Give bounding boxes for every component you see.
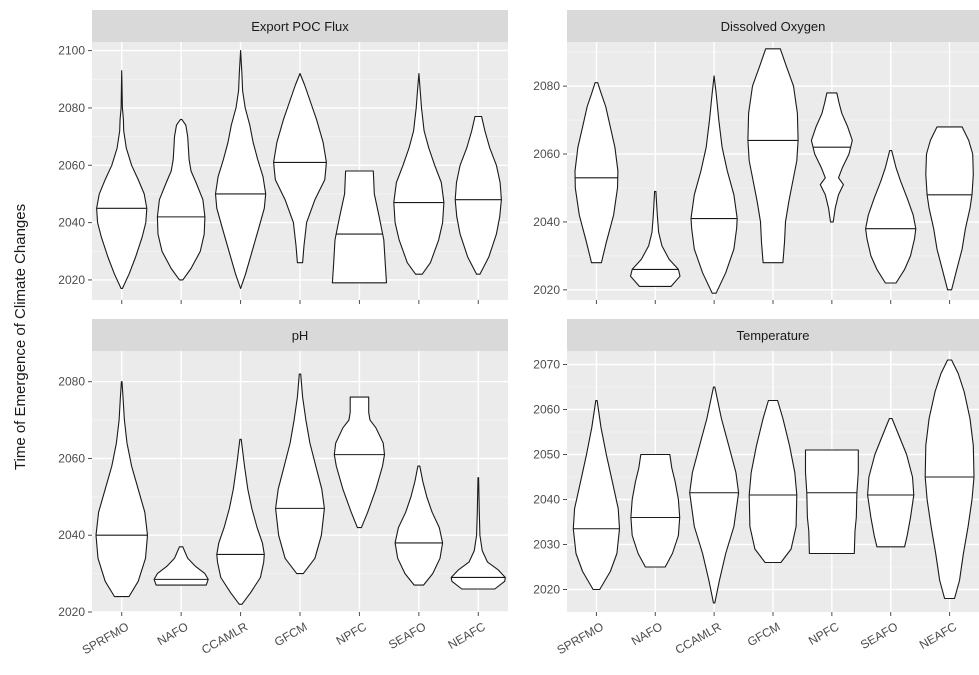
- violin-nafo: [156, 118, 206, 281]
- violin-seafo: [865, 150, 917, 284]
- violin-sprfmo: [96, 70, 148, 290]
- y-tick-label: 2060: [58, 451, 85, 465]
- violin-npfc: [333, 396, 386, 529]
- x-tick-label: NAFO: [629, 619, 665, 648]
- violin-gfcm: [747, 48, 799, 264]
- y-tick-label: 2060: [533, 147, 560, 161]
- facet-panel: pH 2020 2040 2060 2080 SPRFMO NAFO CCAMLR GFCM NP…: [58, 319, 508, 657]
- x-tick-label: SEAFO: [858, 619, 900, 651]
- x-tick-label: NAFO: [155, 619, 191, 648]
- x-tick-label: GFCM: [272, 619, 310, 649]
- y-tick-label: 2100: [58, 44, 85, 58]
- violin-sprfmo: [574, 82, 619, 264]
- y-tick-label: 2060: [58, 158, 85, 172]
- violin-neafc: [925, 126, 974, 291]
- violin-nafo: [629, 190, 681, 287]
- y-tick-label: 2060: [533, 403, 560, 417]
- facet-title: Temperature: [737, 328, 810, 343]
- x-tick-label: SPRFMO: [554, 619, 605, 657]
- violin-neafc: [450, 477, 506, 590]
- y-tick-label: 2020: [58, 605, 85, 619]
- x-tick-label: NPFC: [334, 619, 370, 648]
- x-tick-label: NPFC: [806, 619, 842, 648]
- x-tick-label: SEAFO: [386, 619, 428, 651]
- y-tick-label: 2050: [533, 448, 560, 462]
- violin-ccamlr: [689, 386, 740, 604]
- facet-title: Export POC Flux: [251, 19, 349, 34]
- y-tick-label: 2080: [58, 375, 85, 389]
- violin-group: [95, 373, 506, 605]
- y-tick-label: 2030: [533, 538, 560, 552]
- facet-title: pH: [292, 328, 309, 343]
- facet-title: Dissolved Oxygen: [721, 19, 826, 34]
- violin-group: [574, 48, 974, 294]
- x-tick-label: GFCM: [745, 619, 783, 649]
- x-tick-label: CCAMLR: [199, 619, 250, 657]
- facet-strip: [92, 319, 508, 351]
- violin-seafo: [393, 72, 445, 275]
- y-tick-label: 2020: [58, 273, 85, 287]
- facet-strip: [92, 10, 508, 42]
- violin-gfcm: [273, 72, 327, 264]
- violin-ccamlr: [214, 50, 267, 290]
- x-tick-label: NEAFC: [446, 619, 489, 652]
- violin-neafc: [454, 115, 502, 275]
- violin-npfc: [331, 170, 388, 284]
- y-tick-label: 2040: [58, 216, 85, 230]
- y-tick-label: 2040: [533, 493, 560, 507]
- violin-npfc: [804, 449, 859, 555]
- facet-strip: [567, 319, 979, 351]
- y-tick-label: 2070: [533, 358, 560, 372]
- violin-neafc: [924, 359, 975, 600]
- violin-ccamlr: [690, 75, 738, 294]
- violin-gfcm: [275, 373, 325, 575]
- x-tick-label: CCAMLR: [673, 619, 724, 657]
- x-tick-label: NEAFC: [917, 619, 960, 652]
- violin-nafo: [630, 453, 681, 568]
- y-axis-label: Time of Emergence of Climate Changes: [12, 204, 29, 470]
- y-tick-label: 2020: [533, 583, 560, 597]
- y-tick-label: 2020: [533, 283, 560, 297]
- facet-strip: [567, 10, 979, 42]
- violin-group: [572, 359, 975, 604]
- y-tick-label: 2080: [58, 101, 85, 115]
- violin-ccamlr: [216, 438, 265, 605]
- x-tick-label: SPRFMO: [80, 619, 131, 657]
- violin-group: [96, 50, 502, 290]
- y-tick-label: 2080: [533, 79, 560, 93]
- facet-panel: Export POC Flux 2020 2040 2060 2080 2100: [58, 10, 508, 304]
- violin-seafo: [867, 417, 915, 548]
- violin-gfcm: [748, 399, 798, 564]
- violin-nafo: [153, 546, 209, 586]
- violin-npfc: [810, 92, 853, 223]
- facet-panel: Temperature 2020 2030 2040 2050 2060 2070 SPRFM…: [533, 319, 979, 657]
- y-tick-label: 2040: [58, 528, 85, 542]
- y-tick-label: 2040: [533, 215, 560, 229]
- facet-panel: Dissolved Oxygen 2020 2040 2060 2080: [533, 10, 979, 304]
- violin-sprfmo: [95, 381, 149, 598]
